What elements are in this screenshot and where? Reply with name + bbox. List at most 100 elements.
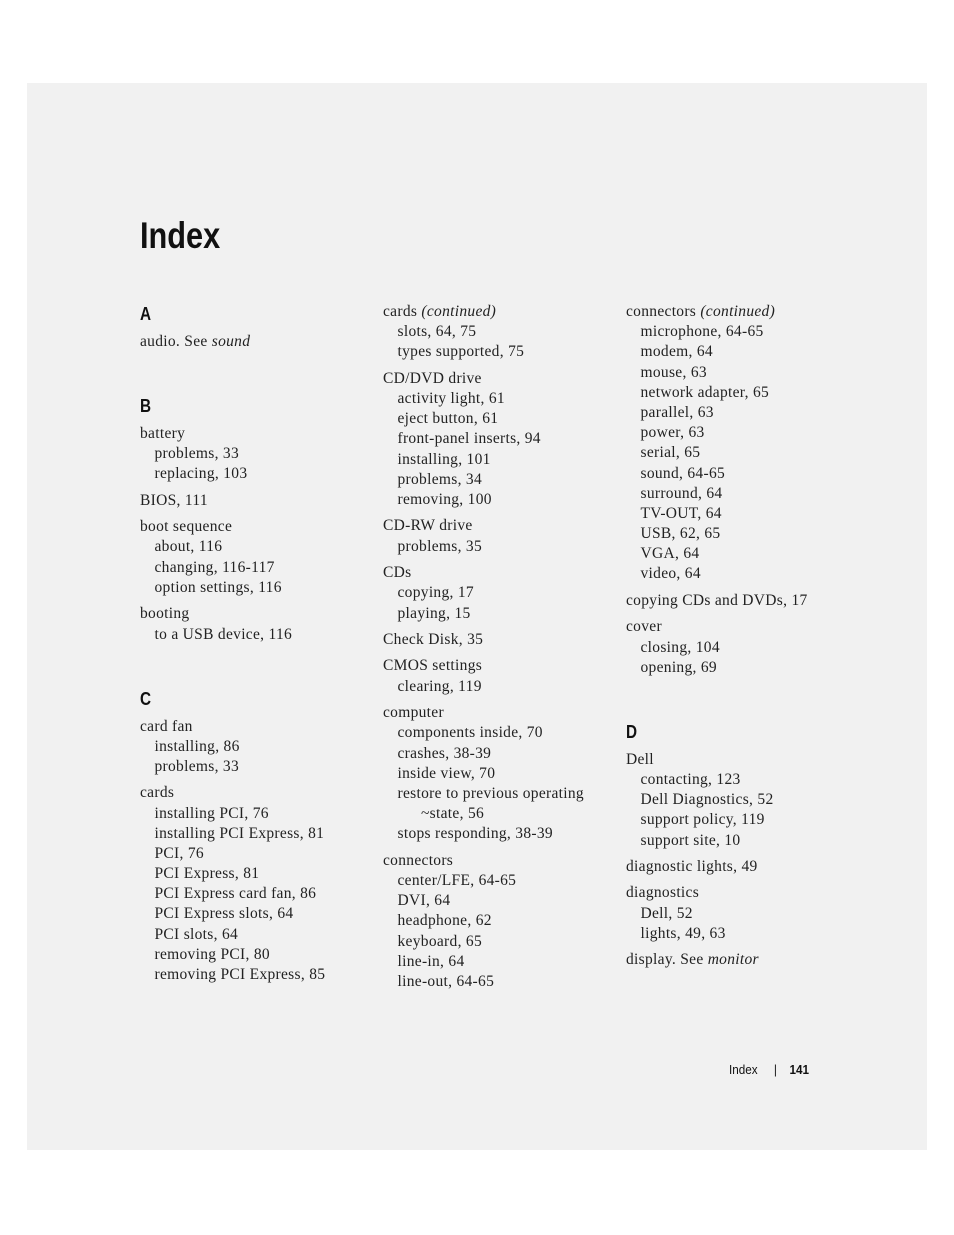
subentry: restore to previous operating — [397, 784, 584, 802]
index-entry: display. See monitor — [626, 950, 861, 970]
subentry: PCI slots, 64 — [154, 925, 239, 943]
subentry: contacting, 123 — [640, 770, 741, 788]
subentry: video, 64 — [640, 565, 701, 583]
subentry: removing PCI, 80 — [154, 945, 270, 963]
entry-term-text: cover — [626, 618, 662, 636]
entry-term-text: boot sequence — [140, 518, 233, 536]
subentry: opening, 69 — [640, 658, 717, 676]
subentry: mouse, 63 — [640, 363, 707, 381]
entry-term-text: diagnostic lights, 49 — [626, 857, 758, 875]
entry-term-italic: (continued) — [421, 303, 497, 320]
subentry: about, 116 — [154, 538, 223, 556]
entry-term-text: CD-RW drive — [383, 517, 473, 535]
subentry: VGA, 64 — [640, 545, 700, 563]
subentry: copying, 17 — [397, 584, 474, 602]
entry-term-text: CD/DVD drive — [383, 369, 482, 387]
subentry: headphone, 62 — [397, 912, 492, 930]
entry-term-text: Check Disk, 35 — [383, 631, 484, 648]
page-title: Index — [140, 215, 221, 256]
page-footer: Index | 141 — [729, 1062, 809, 1078]
entry-term-text: cards — [140, 784, 175, 802]
entry-term-italic: (continued) — [700, 303, 776, 320]
entry-term: booting — [140, 604, 375, 624]
entry-term-text: connectors — [626, 303, 701, 320]
subentry: stops responding, 38-39 — [397, 825, 553, 843]
entry-term: connectors (continued) — [626, 302, 861, 322]
subentry: support site, 10 — [640, 831, 741, 849]
page-number: 141 — [789, 1062, 810, 1077]
entry-term-text: copying CDs and DVDs, 17 — [626, 591, 808, 609]
subentry: modem, 64 — [640, 343, 713, 361]
subentry: network adapter, 65 — [640, 383, 770, 401]
index-column-3: connectors (continued) microphone, 64-65 m… — [626, 302, 861, 971]
entry-term-text: card fan — [140, 717, 193, 735]
subentry: replacing, 103 — [154, 465, 248, 483]
entry-term: display. See monitor — [626, 950, 861, 970]
subentry: sound, 64-65 — [640, 464, 726, 482]
entry-term: cards (continued) — [383, 302, 618, 322]
letter-heading: D — [626, 721, 638, 742]
entry-term: audio. See sound — [140, 332, 375, 352]
index-entry: CMOS settings clearing, 119 — [383, 656, 618, 696]
entry-term: computer — [383, 703, 618, 723]
subentry: PCI Express, 81 — [154, 865, 260, 883]
index-entry: BIOS, 111 — [140, 491, 375, 511]
index-entry: boot sequence about, 116 changing, 116-117… — [140, 517, 375, 598]
entry-term: CMOS settings — [383, 656, 618, 676]
subentry: clearing, 119 — [397, 677, 482, 695]
entry-term: battery — [140, 424, 375, 444]
subentry: center/LFE, 64-65 — [397, 871, 517, 889]
entry-term: CD/DVD drive — [383, 369, 618, 389]
entry-term: cards — [140, 783, 375, 803]
subentry: PCI Express slots, 64 — [154, 905, 294, 923]
index-entry: Check Disk, 35 — [383, 630, 618, 650]
subentry: changing, 116-117 — [154, 558, 275, 576]
index-entry: connectors center/LFE, 64-65 DVI, 64 headph… — [383, 851, 618, 992]
subentry: serial, 65 — [640, 444, 701, 462]
entry-term-text: booting — [140, 605, 190, 623]
index-entry: connectors (continued) microphone, 64-65 m… — [626, 302, 861, 585]
entry-term-text: diagnostics — [626, 884, 700, 902]
entry-term: Check Disk, 35 — [383, 630, 618, 650]
subentry: Dell Diagnostics, 52 — [640, 791, 774, 809]
page-background — [27, 83, 927, 1150]
entry-term-text: CDs — [383, 564, 412, 582]
index-entry: booting to a USB device, 116 — [140, 604, 375, 644]
entry-term: diagnostic lights, 49 — [626, 857, 861, 877]
subentry: installing PCI, 76 — [154, 804, 269, 822]
entry-term: diagnostics — [626, 883, 861, 903]
index-entry: CD/DVD drive activity light, 61 eject butt… — [383, 369, 618, 510]
subentry: slots, 64, 75 — [397, 323, 477, 341]
subentry: closing, 104 — [640, 638, 720, 656]
index-entry: battery problems, 33 replacing, 103 — [140, 424, 375, 485]
subentry: support policy, 119 — [640, 811, 765, 829]
index-entry: audio. See sound — [140, 332, 375, 352]
footer-section-label: Index — [729, 1062, 758, 1077]
subentry: front-panel inserts, 94 — [397, 430, 541, 448]
subentry: option settings, 116 — [154, 578, 282, 596]
index-entry: diagnostic lights, 49 — [626, 857, 861, 877]
entry-term: CDs — [383, 563, 618, 583]
entry-term-text: connectors — [383, 851, 454, 869]
subentry: removing, 100 — [397, 490, 492, 508]
subentry: types supported, 75 — [397, 343, 525, 361]
index-entry: copying CDs and DVDs, 17 — [626, 591, 861, 611]
entry-term-text: display. See — [626, 951, 708, 969]
index-entry: card fan installing, 86 problems, 33 — [140, 717, 375, 778]
subentry: line-out, 64-65 — [397, 972, 495, 990]
subentry: USB, 62, 65 — [640, 525, 721, 543]
entry-term: BIOS, 111 — [140, 491, 375, 511]
footer-separator: | — [773, 1062, 777, 1077]
index-section: D Dell contacting, 123 Dell Diagnostics, 52… — [626, 722, 861, 971]
entry-term: Dell — [626, 750, 861, 770]
entry-term: copying CDs and DVDs, 17 — [626, 591, 861, 611]
subentry: components inside, 70 — [397, 724, 543, 742]
entry-term: connectors — [383, 851, 618, 871]
index-entry: diagnostics Dell, 52 lights, 49, 63 — [626, 883, 861, 944]
index-entry: computer components inside, 70 crashes, 38… — [383, 703, 618, 844]
entry-term-text: battery — [140, 424, 186, 442]
